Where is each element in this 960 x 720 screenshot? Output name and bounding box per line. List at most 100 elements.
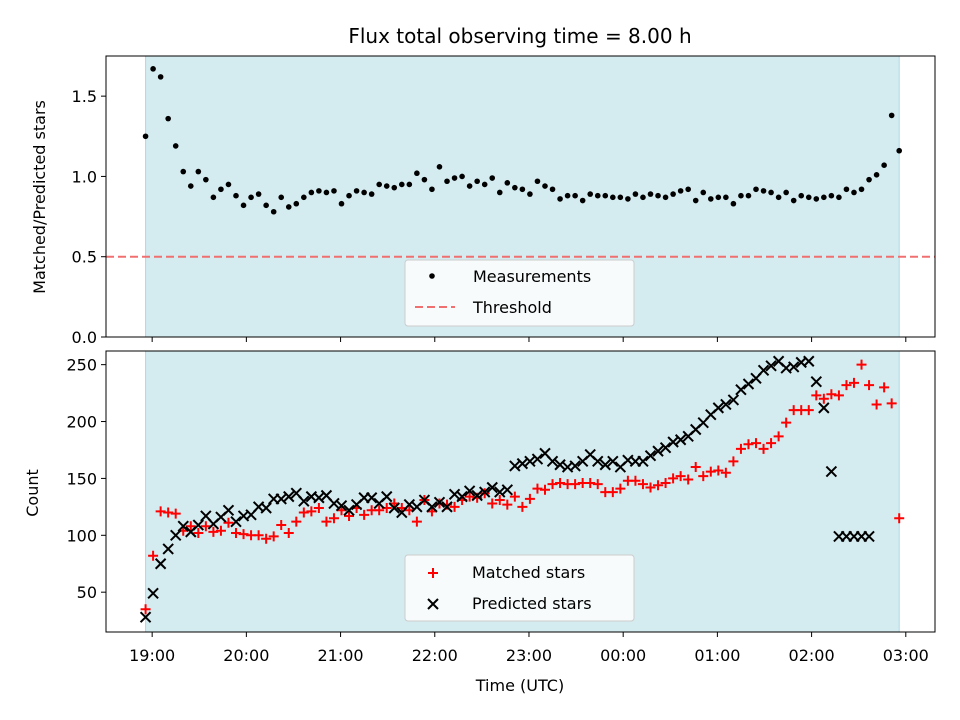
predicted-star-point bbox=[463, 485, 476, 497]
matched-star-point bbox=[321, 516, 332, 527]
matched-star-point bbox=[494, 495, 505, 506]
measurement-point bbox=[564, 192, 571, 199]
matched-star-point bbox=[766, 438, 777, 449]
predicted-star-point bbox=[569, 460, 581, 472]
matched-star-point bbox=[653, 480, 664, 491]
measurement-point bbox=[263, 202, 269, 209]
matched-star-point bbox=[660, 477, 671, 488]
bottom-y-tick-label: 150 bbox=[66, 469, 97, 488]
matched-star-point bbox=[208, 526, 219, 537]
legend-matched-label: Matched stars bbox=[472, 563, 585, 582]
measurement-point bbox=[399, 181, 405, 188]
matched-star-point bbox=[449, 501, 460, 512]
matched-star-point bbox=[555, 477, 566, 488]
measurement-point bbox=[858, 186, 865, 193]
measurement-point bbox=[165, 115, 171, 122]
measurement-point bbox=[843, 186, 850, 193]
matched-star-point bbox=[675, 471, 686, 482]
matched-star-point bbox=[607, 487, 618, 498]
measurement-point bbox=[527, 191, 533, 197]
chart-title: Flux total observing time = 8.00 h bbox=[348, 24, 691, 48]
bottom-y-axis-label: Count bbox=[23, 469, 42, 517]
predicted-star-point bbox=[735, 383, 747, 396]
measurement-point bbox=[881, 162, 887, 168]
predicted-star-point bbox=[388, 502, 400, 514]
matched-star-point bbox=[856, 359, 867, 370]
top-y-tick-label: 1.5 bbox=[72, 87, 97, 106]
matched-star-point bbox=[163, 507, 174, 518]
measurement-point bbox=[557, 196, 563, 202]
matched-star-point bbox=[683, 474, 694, 485]
measurement-point bbox=[421, 176, 428, 183]
measurement-point bbox=[723, 194, 729, 201]
measurement-point bbox=[572, 192, 578, 199]
matched-star-point bbox=[864, 380, 875, 391]
top-plot-frame bbox=[105, 55, 936, 338]
predicted-star-point bbox=[343, 504, 355, 516]
x-tick-label: 20:00 bbox=[223, 646, 269, 665]
matched-star-point bbox=[170, 508, 181, 519]
measurement-point bbox=[715, 194, 722, 201]
matched-star-point bbox=[615, 483, 626, 494]
bottom-panel: 50 100 150 200 250 19:00 20:00 21:00 22:00 23:00… bbox=[23, 350, 936, 695]
matched-star-point bbox=[193, 528, 204, 539]
measurement-point bbox=[640, 194, 646, 201]
measurement-point bbox=[707, 196, 714, 202]
bottom-y-tick-label: 250 bbox=[66, 356, 97, 375]
predicted-star-point bbox=[230, 515, 242, 528]
measurement-point bbox=[670, 191, 676, 197]
measurement-point bbox=[255, 191, 262, 197]
predicted-star-point bbox=[147, 587, 159, 600]
bottom-y-tick-label: 200 bbox=[66, 413, 97, 432]
predicted-star-point bbox=[177, 520, 189, 532]
measurement-point bbox=[888, 112, 895, 119]
matched-star-point bbox=[751, 438, 762, 449]
measurement-point bbox=[240, 202, 247, 209]
measurement-point bbox=[617, 194, 624, 201]
measurement-point bbox=[579, 197, 586, 204]
measurement-point bbox=[376, 181, 382, 188]
bottom-x-axis: 19:00 20:00 21:00 22:00 23:00 00:00 01:00 02:00… bbox=[129, 632, 929, 665]
top-panel: 0.0 0.5 1.0 1.5 Matched/Predicted stars Mea… bbox=[30, 55, 936, 347]
measurement-point bbox=[142, 133, 149, 140]
measurement-point bbox=[459, 173, 465, 180]
top-y-axis: 0.0 0.5 1.0 1.5 bbox=[72, 87, 106, 347]
predicted-star-point bbox=[720, 398, 732, 411]
x-tick-label: 01:00 bbox=[694, 646, 740, 665]
predicted-star-point bbox=[810, 376, 823, 388]
predicted-star-point bbox=[531, 453, 544, 465]
measurement-point bbox=[489, 175, 496, 181]
predicted-star-point bbox=[471, 489, 483, 502]
matched-star-point bbox=[894, 513, 905, 524]
measurement-point bbox=[783, 189, 789, 196]
measurement-point bbox=[331, 188, 337, 194]
measurement-point bbox=[647, 191, 654, 197]
measurement-point bbox=[429, 186, 435, 193]
measurement-point bbox=[828, 192, 835, 199]
measurement-point bbox=[587, 191, 594, 197]
x-tick-label: 02:00 bbox=[789, 646, 835, 665]
predicted-star-point bbox=[607, 455, 619, 468]
matched-star-point bbox=[524, 493, 535, 504]
measurement-point bbox=[610, 194, 616, 201]
predicted-star-point bbox=[712, 402, 725, 414]
measurement-point bbox=[805, 194, 812, 201]
top-x-ticks bbox=[151, 337, 907, 342]
legend-predicted-label: Predicted stars bbox=[472, 594, 592, 613]
measurement-point bbox=[685, 186, 691, 193]
measurement-point bbox=[836, 194, 842, 201]
matched-star-point bbox=[841, 380, 852, 391]
measurement-point bbox=[218, 186, 224, 193]
predicted-star-point bbox=[154, 558, 167, 570]
matched-star-point bbox=[585, 477, 596, 488]
x-axis-label: Time (UTC) bbox=[475, 676, 564, 695]
matched-star-point bbox=[826, 389, 837, 400]
measurement-point bbox=[451, 175, 458, 181]
measurement-point bbox=[481, 181, 488, 188]
matched-star-point bbox=[818, 393, 829, 404]
measurement-point bbox=[187, 183, 194, 189]
measurement-point bbox=[730, 200, 737, 207]
predicted-star-point bbox=[222, 504, 235, 516]
top-y-tick-label: 0.5 bbox=[72, 248, 97, 267]
measurement-point bbox=[790, 197, 797, 204]
